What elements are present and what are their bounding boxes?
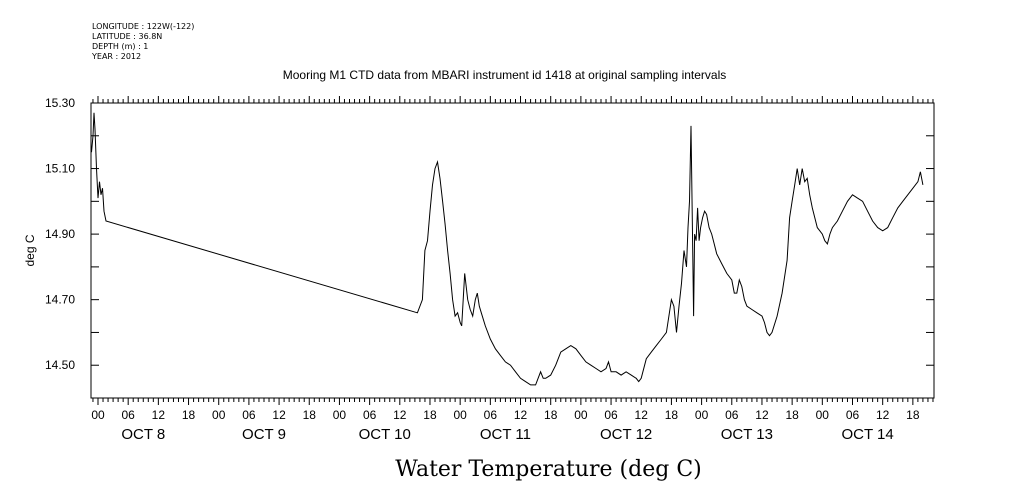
x-tick-label: 12 (876, 408, 890, 422)
x-day-label: OCT 9 (242, 426, 286, 443)
x-tick-label: 06 (242, 408, 256, 422)
x-tick-label: 12 (755, 408, 769, 422)
x-axis-title: Water Temperature (deg C) (395, 457, 702, 482)
x-tick-label: 18 (906, 408, 920, 422)
y-tick-label: 15.10 (45, 162, 75, 176)
depth-text: DEPTH (m) : 1 (92, 42, 149, 51)
x-tick-label: 06 (363, 408, 377, 422)
chart-title: Mooring M1 CTD data from MBARI instrumen… (282, 68, 727, 82)
x-day-label: OCT 14 (841, 426, 893, 443)
temperature-line (91, 112, 924, 386)
y-tick-label: 14.90 (45, 227, 75, 241)
x-tick-label: 12 (393, 408, 407, 422)
x-tick-label: 06 (122, 408, 136, 422)
metadata-block: LONGITUDE : 122W(-122) LATITUDE : 36.8N … (92, 22, 194, 62)
x-tick-label: 00 (212, 408, 226, 422)
x-tick-label: 00 (91, 408, 105, 422)
x-tick-label: 18 (303, 408, 317, 422)
x-day-label: OCT 8 (121, 426, 165, 443)
x-day-label: OCT 10 (359, 426, 411, 443)
x-day-label: OCT 12 (600, 426, 652, 443)
y-tick-label: 15.30 (45, 96, 75, 110)
x-tick-label: 12 (635, 408, 649, 422)
x-day-label: OCT 11 (480, 426, 531, 443)
latitude-text: LATITUDE : 36.8N (92, 32, 163, 41)
x-tick-label: 06 (484, 408, 498, 422)
x-tick-label: 18 (544, 408, 558, 422)
x-tick-label: 00 (333, 408, 347, 422)
x-tick-label: 12 (272, 408, 286, 422)
x-tick-label: 12 (152, 408, 166, 422)
y-tick-label: 14.70 (45, 293, 75, 307)
plot-frame (90, 102, 935, 399)
year-text: YEAR : 2012 (92, 52, 142, 61)
x-tick-label: 00 (453, 408, 467, 422)
x-tick-label: 06 (725, 408, 739, 422)
x-tick-label: 18 (785, 408, 799, 422)
x-tick-label: 18 (423, 408, 437, 422)
x-tick-label: 06 (846, 408, 860, 422)
x-tick-label: 18 (665, 408, 679, 422)
x-tick-label: 00 (574, 408, 588, 422)
longitude-text: LONGITUDE : 122W(-122) (92, 22, 195, 31)
y-axis-label: deg C (23, 234, 37, 266)
x-tick-label: 12 (514, 408, 528, 422)
x-day-label: OCT 13 (721, 426, 773, 443)
y-tick-label: 14.50 (45, 358, 75, 372)
x-tick-label: 06 (604, 408, 618, 422)
x-tick-label: 18 (182, 408, 196, 422)
x-tick-label: 00 (695, 408, 709, 422)
x-tick-label: 00 (816, 408, 830, 422)
